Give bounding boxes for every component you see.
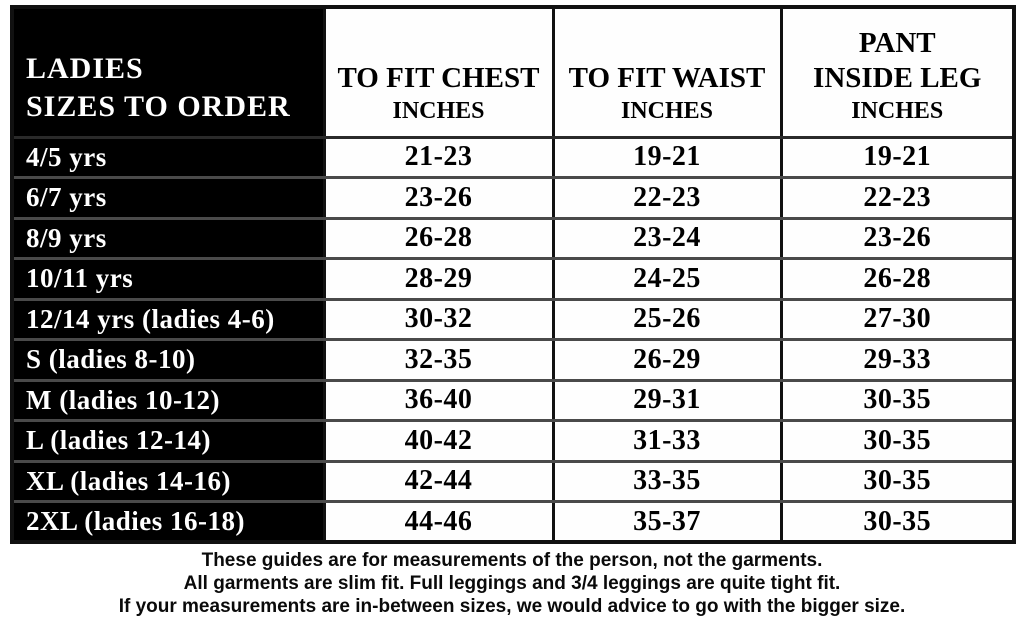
waist-cell: 35-37 xyxy=(551,500,783,544)
footnotes: These guides are for measurements of the… xyxy=(0,549,1024,618)
leg-cell: 30-35 xyxy=(779,459,1016,503)
waist-column-unit: INCHES xyxy=(620,98,714,125)
leg-cell: 30-35 xyxy=(779,378,1016,422)
leg-column-title-line2: INSIDE LEG xyxy=(813,62,982,95)
table-row: L (ladies 12-14) 40-42 31-33 30-35 xyxy=(10,419,1016,463)
chest-column-header: TO FIT CHEST INCHES xyxy=(322,5,555,139)
size-cell: L (ladies 12-14) xyxy=(10,419,326,463)
leg-cell: 23-26 xyxy=(779,216,1016,260)
leg-cell: 22-23 xyxy=(779,176,1016,220)
chest-column-title: TO FIT CHEST xyxy=(337,62,540,95)
waist-cell: 33-35 xyxy=(551,459,783,503)
waist-cell: 25-26 xyxy=(551,297,783,341)
waist-column-header: TO FIT WAIST INCHES xyxy=(551,5,783,139)
size-cell: M (ladies 10-12) xyxy=(10,378,326,422)
waist-column-header-stack: TO FIT WAIST INCHES xyxy=(555,10,780,134)
chest-column-header-stack: TO FIT CHEST INCHES xyxy=(326,10,552,134)
chest-cell: 32-35 xyxy=(322,338,555,382)
header-row: LADIES SIZES TO ORDER TO FIT CHEST INCHE… xyxy=(10,5,1016,139)
table-row: XL (ladies 14-16) 42-44 33-35 30-35 xyxy=(10,459,1016,503)
leg-cell: 30-35 xyxy=(779,419,1016,463)
footnote-line: If your measurements are in-between size… xyxy=(118,596,906,617)
waist-cell: 26-29 xyxy=(551,338,783,382)
size-cell: 6/7 yrs xyxy=(10,176,326,220)
chest-cell: 40-42 xyxy=(322,419,555,463)
size-cell: 10/11 yrs xyxy=(10,257,326,301)
table-row: 4/5 yrs 21-23 19-21 19-21 xyxy=(10,135,1016,179)
chest-cell: 44-46 xyxy=(322,500,555,544)
leg-column-header-stack: PANT INSIDE LEG INCHES xyxy=(783,10,1013,134)
size-column-header-line1: LADIES xyxy=(26,52,144,86)
footnote-line: All garments are slim fit. Full leggings… xyxy=(183,573,841,594)
waist-column-title: TO FIT WAIST xyxy=(568,62,766,95)
waist-cell: 23-24 xyxy=(551,216,783,260)
waist-cell: 29-31 xyxy=(551,378,783,422)
ladies-size-chart-table: LADIES SIZES TO ORDER TO FIT CHEST INCHE… xyxy=(10,5,1016,544)
size-cell: 8/9 yrs xyxy=(10,216,326,260)
size-column-header-stack: LADIES SIZES TO ORDER xyxy=(14,10,323,134)
chest-cell: 26-28 xyxy=(322,216,555,260)
table-row: 10/11 yrs 28-29 24-25 26-28 xyxy=(10,257,1016,301)
leg-column-unit: INCHES xyxy=(851,98,944,125)
chest-cell: 21-23 xyxy=(322,135,555,179)
size-column-header-line2: SIZES TO ORDER xyxy=(26,90,291,124)
waist-cell: 19-21 xyxy=(551,135,783,179)
waist-cell: 31-33 xyxy=(551,419,783,463)
chest-cell: 28-29 xyxy=(322,257,555,301)
leg-cell: 30-35 xyxy=(779,500,1016,544)
chest-column-unit: INCHES xyxy=(392,98,485,125)
size-column-header: LADIES SIZES TO ORDER xyxy=(10,5,326,139)
footnote-line: These guides are for measurements of the… xyxy=(201,550,823,571)
size-cell: 2XL (ladies 16-18) xyxy=(10,500,326,544)
table-row: S (ladies 8-10) 32-35 26-29 29-33 xyxy=(10,338,1016,382)
size-cell: 12/14 yrs (ladies 4-6) xyxy=(10,297,326,341)
table-row: M (ladies 10-12) 36-40 29-31 30-35 xyxy=(10,378,1016,422)
chest-cell: 42-44 xyxy=(322,459,555,503)
size-cell: S (ladies 8-10) xyxy=(10,338,326,382)
waist-cell: 24-25 xyxy=(551,257,783,301)
chest-cell: 30-32 xyxy=(322,297,555,341)
leg-column-title-line1: PANT xyxy=(858,27,936,60)
size-cell: 4/5 yrs xyxy=(10,135,326,179)
table-row: 6/7 yrs 23-26 22-23 22-23 xyxy=(10,176,1016,220)
table-row: 2XL (ladies 16-18) 44-46 35-37 30-35 xyxy=(10,500,1016,544)
chest-cell: 23-26 xyxy=(322,176,555,220)
leg-cell: 29-33 xyxy=(779,338,1016,382)
chest-cell: 36-40 xyxy=(322,378,555,422)
leg-cell: 27-30 xyxy=(779,297,1016,341)
waist-cell: 22-23 xyxy=(551,176,783,220)
table-row: 12/14 yrs (ladies 4-6) 30-32 25-26 27-30 xyxy=(10,297,1016,341)
leg-column-header: PANT INSIDE LEG INCHES xyxy=(779,5,1016,139)
size-cell: XL (ladies 14-16) xyxy=(10,459,326,503)
leg-cell: 26-28 xyxy=(779,257,1016,301)
table-row: 8/9 yrs 26-28 23-24 23-26 xyxy=(10,216,1016,260)
leg-cell: 19-21 xyxy=(779,135,1016,179)
